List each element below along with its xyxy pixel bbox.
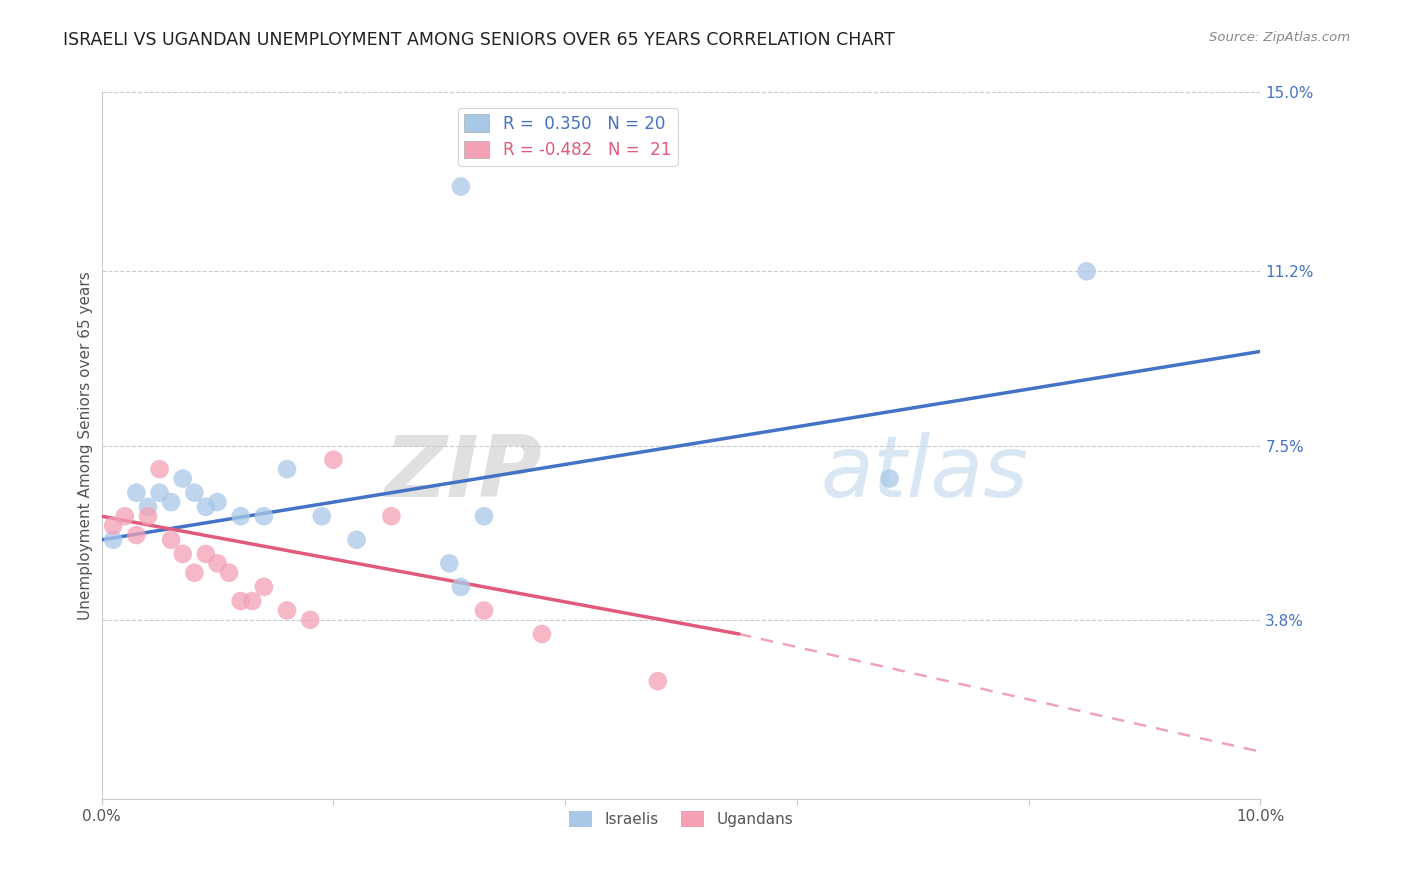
Point [380, 509, 402, 524]
Point [136, 500, 159, 514]
Point [194, 547, 217, 561]
Point [276, 603, 298, 617]
Point [240, 594, 263, 608]
Point [160, 533, 183, 547]
Point [879, 472, 901, 486]
Point [103, 518, 125, 533]
Text: atlas: atlas [820, 433, 1028, 516]
Point [439, 557, 461, 571]
Point [114, 509, 136, 524]
Point [253, 509, 276, 524]
Point [172, 472, 194, 486]
Point [647, 674, 669, 689]
Point [103, 533, 125, 547]
Point [450, 179, 472, 194]
Point [530, 627, 553, 641]
Y-axis label: Unemployment Among Seniors over 65 years: Unemployment Among Seniors over 65 years [79, 271, 93, 620]
Legend: Israelis, Ugandans: Israelis, Ugandans [562, 805, 799, 834]
Point [183, 566, 205, 580]
Text: ZIP: ZIP [384, 433, 541, 516]
Point [148, 462, 170, 476]
Point [183, 485, 205, 500]
Point [472, 603, 495, 617]
Point [125, 485, 148, 500]
Point [299, 613, 322, 627]
Point [450, 580, 472, 594]
Point [322, 452, 344, 467]
Point [172, 547, 194, 561]
Point [229, 509, 252, 524]
Point [207, 495, 229, 509]
Point [229, 594, 252, 608]
Point [276, 462, 298, 476]
Text: ISRAELI VS UGANDAN UNEMPLOYMENT AMONG SENIORS OVER 65 YEARS CORRELATION CHART: ISRAELI VS UGANDAN UNEMPLOYMENT AMONG SE… [63, 31, 896, 49]
Point [136, 509, 159, 524]
Point [148, 485, 170, 500]
Point [125, 528, 148, 542]
Point [1076, 264, 1098, 278]
Point [311, 509, 333, 524]
Point [194, 500, 217, 514]
Point [218, 566, 240, 580]
Point [253, 580, 276, 594]
Text: Source: ZipAtlas.com: Source: ZipAtlas.com [1209, 31, 1350, 45]
Point [207, 557, 229, 571]
Point [160, 495, 183, 509]
Point [472, 509, 495, 524]
Point [346, 533, 368, 547]
